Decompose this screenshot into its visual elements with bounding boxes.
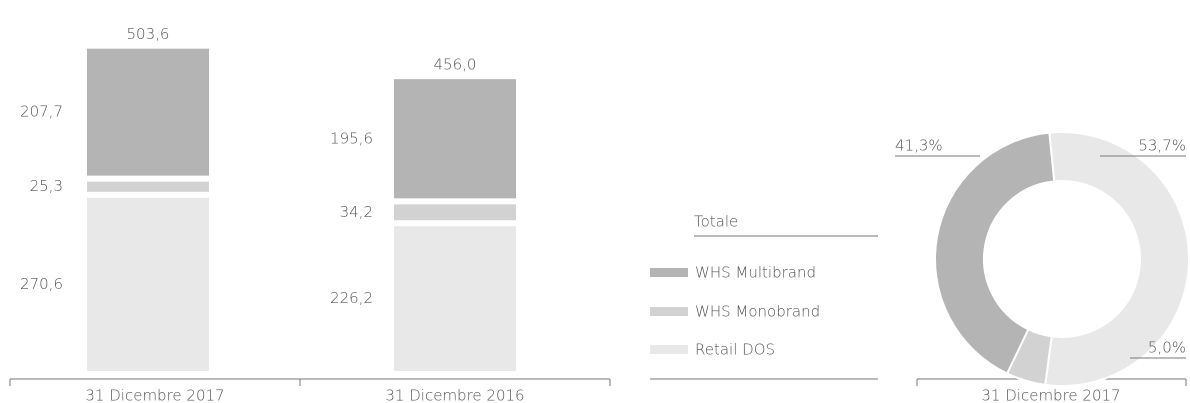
bar-segment <box>394 204 516 221</box>
value-label: 207,7 <box>20 103 63 121</box>
legend-swatch <box>650 268 688 277</box>
value-label: 53,7% <box>1138 137 1186 155</box>
x-tick-label: 31 Dicembre 2016 <box>385 387 524 403</box>
legend-label: WHS Monobrand <box>695 303 820 321</box>
legend-total: Totale <box>694 213 738 231</box>
value-label: 226,2 <box>330 289 373 307</box>
value-label: 270,6 <box>20 275 63 293</box>
donut-slice <box>934 131 1056 375</box>
bar-segment <box>394 79 516 199</box>
bar-segment <box>87 197 209 371</box>
legend-label: Retail DOS <box>695 341 775 359</box>
value-label: 5,0% <box>1148 339 1186 357</box>
bar-segment <box>394 226 516 371</box>
value-label: 25,3 <box>30 177 63 195</box>
value-label: 195,6 <box>330 129 373 147</box>
total-label: 456,0 <box>434 56 477 74</box>
x-tick-label: 31 Dicembre 2017 <box>85 387 224 403</box>
value-label: 41,3% <box>895 137 943 155</box>
legend-label: WHS Multibrand <box>695 264 816 282</box>
value-label: 34,2 <box>340 203 373 221</box>
donut-slice <box>1044 131 1190 387</box>
x-tick-label: 31 Dicembre 2017 <box>981 387 1120 403</box>
bar-segment <box>87 181 209 192</box>
bar-segment <box>87 48 209 176</box>
legend-swatch <box>650 307 688 316</box>
total-label: 503,6 <box>127 25 170 43</box>
legend-swatch <box>650 345 688 354</box>
